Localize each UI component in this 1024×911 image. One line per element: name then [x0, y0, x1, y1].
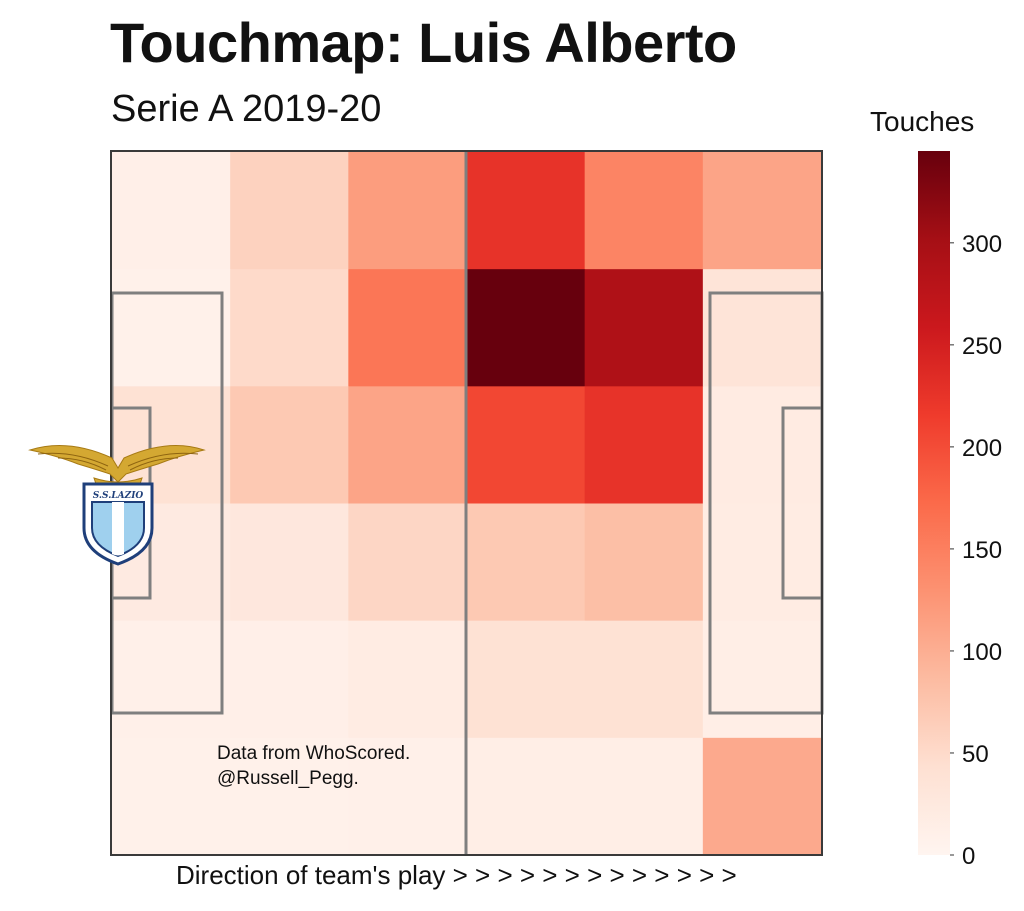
heatmap-cell [584, 737, 704, 856]
heatmap-cell [230, 386, 349, 504]
heatmap-cell [702, 737, 822, 856]
colorbar-title: Touches [870, 106, 975, 137]
heatmap-cells [112, 152, 822, 856]
x-axis-label: Direction of team's play > > > > > > > >… [176, 860, 737, 890]
chart-subtitle: Serie A 2019-20 [111, 88, 382, 130]
heatmap-cell [466, 386, 586, 504]
lazio-logo: S.S.LAZIO [28, 445, 206, 566]
heatmap-cell [702, 620, 822, 739]
heatmap-cell [112, 620, 231, 739]
logo-text: S.S.LAZIO [93, 491, 144, 501]
heatmap-cell [348, 269, 467, 387]
heatmap-cell [112, 269, 231, 387]
heatmap-cell [584, 620, 704, 739]
heatmap-cell [702, 503, 822, 622]
heatmap-cell [466, 737, 586, 856]
colorbar-tick-label: 300 [962, 231, 1002, 258]
colorbar-tick-label: 250 [962, 333, 1002, 360]
colorbar-tick-label: 100 [962, 639, 1002, 666]
heatmap-cell [112, 737, 231, 856]
heatmap-cell [230, 620, 349, 739]
heatmap-cell [584, 503, 704, 622]
heatmap-cell [584, 386, 704, 504]
heatmap-cell [230, 269, 349, 387]
colorbar-tick-label: 150 [962, 537, 1002, 564]
heatmap-cell [348, 386, 467, 504]
heatmap-cell [466, 620, 586, 739]
heatmap-cell [112, 152, 231, 270]
heatmap-cell [230, 503, 349, 622]
heatmap-cell [584, 152, 704, 270]
heatmap-cell [230, 737, 349, 856]
heatmap-cell [348, 620, 467, 739]
heatmap-cell [466, 503, 586, 622]
heatmap-cell [348, 737, 467, 856]
colorbar-tick-label: 0 [962, 843, 975, 870]
heatmap-cell [702, 269, 822, 387]
heatmap-cell [348, 152, 467, 270]
data-credit: Data from WhoScored. @Russell_Pegg. [217, 741, 410, 791]
colorbar-tick-label: 50 [962, 741, 989, 768]
colorbar-tick-label: 200 [962, 435, 1002, 462]
heatmap-cell [466, 152, 586, 270]
credit-line-source: Data from WhoScored. [217, 743, 411, 764]
chart-title: Touchmap: Luis Alberto [110, 11, 737, 74]
heatmap-cell [230, 152, 349, 270]
heatmap-cell [466, 269, 586, 387]
heatmap-cell [348, 503, 467, 622]
colorbar-ticks: 0 50 100 150 200 250 300 [950, 231, 1002, 870]
heatmap-cell [702, 386, 822, 504]
heatmap-cell [702, 152, 822, 270]
credit-line-author: @Russell_Pegg. [217, 768, 359, 789]
heatmap-cell [584, 269, 704, 387]
colorbar [918, 151, 950, 855]
